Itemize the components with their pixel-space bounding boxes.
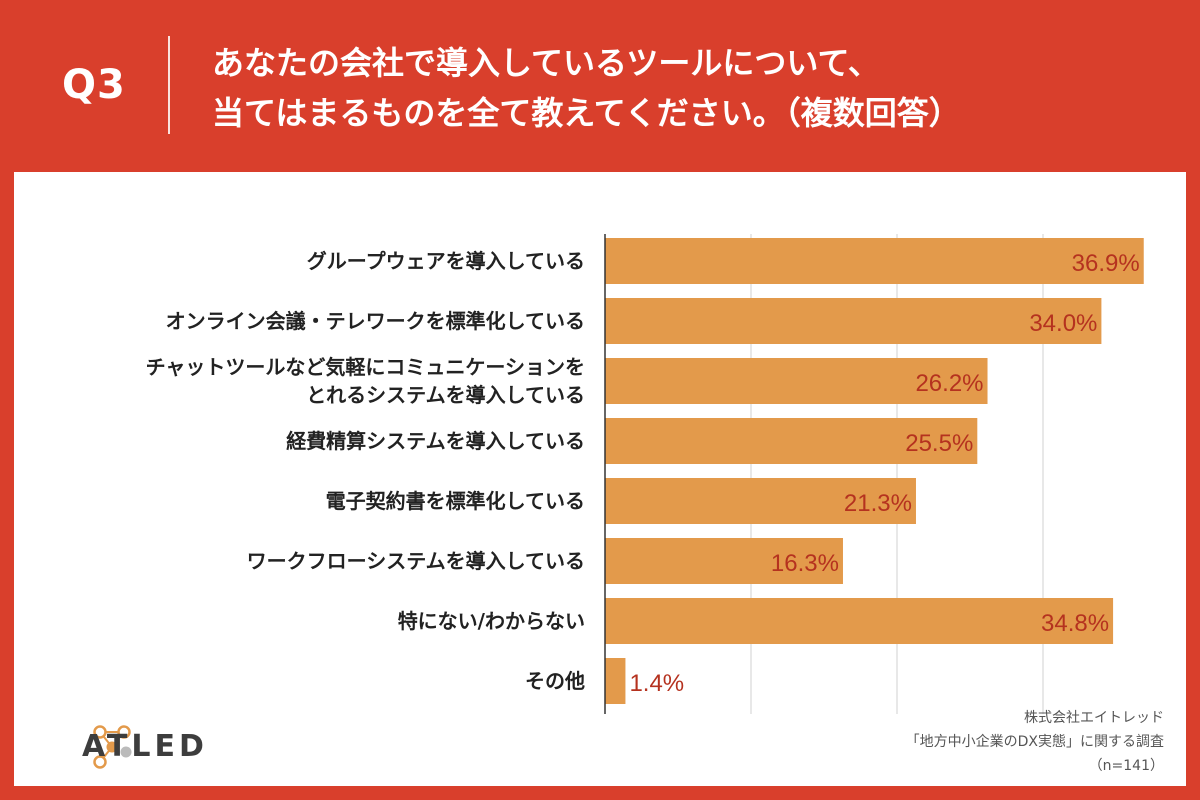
- value-label-1: 36.9%: [1072, 250, 1140, 277]
- bar-5: [605, 478, 916, 524]
- bar-6: [605, 538, 843, 584]
- bar-3: [605, 358, 988, 404]
- category-label-4: 経費精算システムを導入している: [286, 429, 585, 453]
- category-label-1: グループウェアを導入している: [307, 249, 585, 273]
- bar-8: [605, 658, 626, 704]
- category-label-3-line-2: とれるシステムを導入している: [306, 383, 585, 407]
- source-sample-size: （n=141）: [1088, 758, 1164, 774]
- value-label-3: 26.2%: [915, 370, 983, 397]
- question-title-line-2: 当てはまるものを全て教えてください。（複数回答）: [212, 94, 961, 132]
- survey-source: 株式会社エイトレッド 「地方中小企業のDX実態」に関する調査 （n=141）: [784, 706, 1164, 778]
- bar-2: [605, 298, 1102, 344]
- question-title-line-1: あなたの会社で導入しているツールについて、: [212, 44, 880, 82]
- category-label-3-line-1: チャットツールなど気軽にコミュニケーションを: [146, 355, 585, 379]
- source-survey-title: 「地方中小企業のDX実態」に関する調査: [905, 734, 1164, 750]
- atled-logo-icon: [93, 725, 132, 769]
- category-label-5: 電子契約書を標準化している: [326, 489, 585, 513]
- value-label-2: 34.0%: [1029, 310, 1097, 337]
- question-title: あなたの会社で導入しているツールについて、 当てはまるものを全て教えてください。…: [212, 38, 961, 138]
- question-number: Q3: [62, 62, 126, 108]
- value-label-5: 21.3%: [844, 490, 912, 517]
- bar-7: [605, 598, 1114, 644]
- bar-1: [605, 238, 1144, 284]
- value-label-4: 25.5%: [905, 430, 973, 457]
- category-label-7: 特にない/わからない: [398, 609, 585, 633]
- source-company: 株式会社エイトレッド: [1024, 710, 1164, 726]
- bar-4: [605, 418, 978, 464]
- category-label-6: ワークフローシステムを導入している: [247, 549, 585, 573]
- value-label-8: 1.4%: [629, 670, 684, 697]
- question-header: Q3 あなたの会社で導入しているツールについて、 当てはまるものを全て教えてくだ…: [0, 0, 1200, 172]
- category-label-2: オンライン会議・テレワークを標準化している: [166, 309, 585, 333]
- category-label-8: その他: [525, 669, 585, 693]
- header-divider: [168, 36, 170, 134]
- value-label-7: 34.8%: [1041, 610, 1109, 637]
- value-label-6: 16.3%: [771, 550, 839, 577]
- atled-logo-text: ATLED: [82, 729, 208, 764]
